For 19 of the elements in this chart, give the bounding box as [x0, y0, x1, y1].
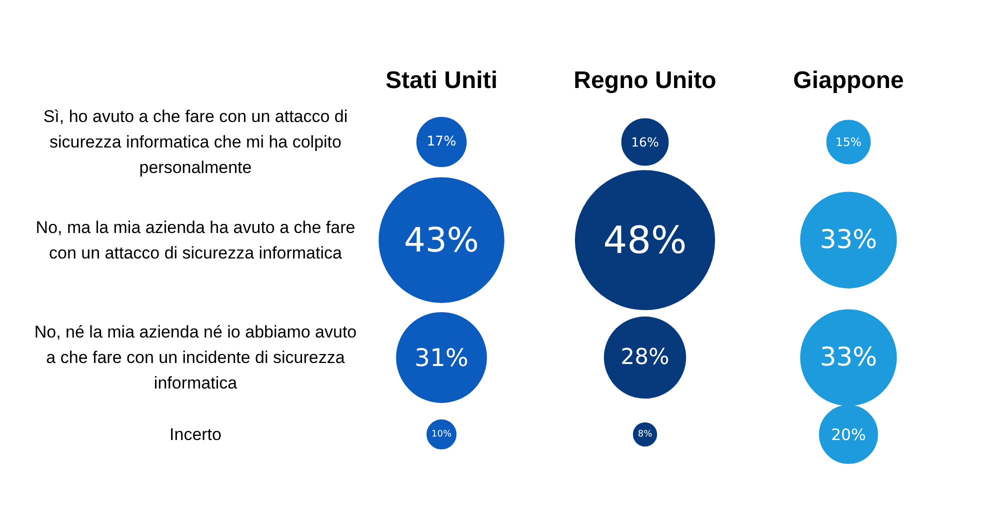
series-label: Giappone — [793, 67, 904, 94]
series-label: Stati Uniti — [386, 67, 498, 94]
data-label: 17% — [426, 134, 456, 150]
data-label: 33% — [820, 342, 878, 373]
data-label: 8% — [638, 429, 653, 440]
data-label: 48% — [603, 218, 687, 262]
data-label: 33% — [820, 225, 878, 256]
category-label: Incerto — [170, 424, 222, 444]
series-label: Regno Unito — [574, 67, 716, 94]
category-label: No, ma la mia azienda ha avuto a che fare con un attacco di sicurezza informatica — [36, 218, 356, 262]
category-label: Sì, ho avuto a che fare con un attacco di sicurezza informatica che mi ha colpito personalmente — [43, 106, 348, 178]
data-label: 10% — [432, 429, 452, 440]
data-label: 31% — [414, 343, 469, 372]
data-label: 16% — [631, 134, 660, 150]
data-label: 15% — [836, 135, 862, 149]
data-label: 43% — [404, 220, 479, 260]
data-label: 20% — [831, 424, 866, 444]
data-label: 28% — [620, 345, 670, 370]
category-label: No, né la mia azienda né io abbiamo avuto a che fare con un incidente di sicurezza informatica — [34, 322, 357, 393]
